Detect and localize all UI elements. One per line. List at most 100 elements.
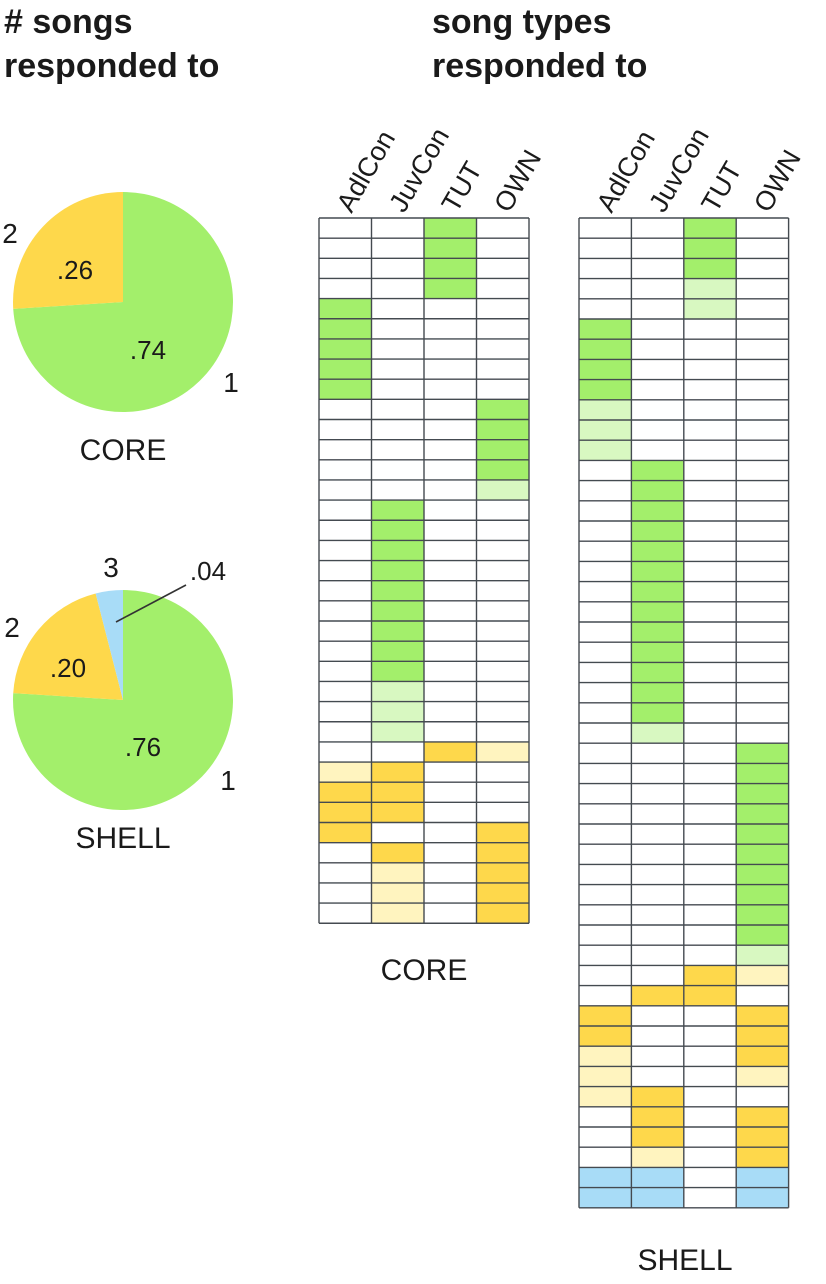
heatmap-shell-cell xyxy=(683,1026,737,1047)
heatmap-shell-cell xyxy=(631,743,684,764)
heatmap-core-cell xyxy=(371,399,424,420)
heatmap-shell-cell xyxy=(579,803,632,824)
pie-shell-category-label-3: 3 xyxy=(103,552,119,583)
heatmap-shell-cell xyxy=(631,1187,684,1208)
heatmap-shell-cell xyxy=(736,218,789,239)
heatmap-shell-cell xyxy=(631,1026,684,1047)
heatmap-core-cell xyxy=(319,701,372,722)
heatmap-core-cell xyxy=(476,862,529,883)
heatmap-core-cell xyxy=(424,822,477,843)
heatmap-shell-cell xyxy=(736,945,789,966)
heatmap-shell-cell xyxy=(683,319,737,340)
heatmap-core-cell xyxy=(424,721,477,742)
heatmap-shell-cell xyxy=(631,521,684,542)
heatmap-core-cell xyxy=(371,258,424,279)
heatmap-shell-cell xyxy=(683,480,737,501)
heatmap-core-cell xyxy=(424,439,477,460)
heatmap-shell-cell xyxy=(683,521,737,542)
heatmap-shell-cell xyxy=(683,561,737,582)
heatmap-shell-cell xyxy=(683,298,737,319)
heatmap-shell-cell xyxy=(579,1026,632,1047)
heatmap-shell-cell xyxy=(683,379,737,400)
heatmap-shell-cell xyxy=(579,723,632,744)
heatmap-core-cell xyxy=(476,238,529,259)
heatmap-shell-cell xyxy=(683,1106,737,1127)
heatmap-core-cell xyxy=(476,500,529,521)
heatmap-core-cell xyxy=(371,701,424,722)
heatmap-core-cell xyxy=(424,580,477,601)
pie-core-value-label-1: .74 xyxy=(130,335,166,365)
heatmap-core-cell xyxy=(319,802,372,823)
heatmap-shell-cell xyxy=(736,1187,789,1208)
heading-song-types-line1: song types xyxy=(432,3,612,41)
heatmap-core-cell xyxy=(371,318,424,339)
heatmap-shell-cell xyxy=(631,1005,684,1026)
heatmap-shell-cell xyxy=(683,844,737,865)
heatmap-shell-cell xyxy=(579,238,632,259)
pie-shell-slice-1 xyxy=(13,589,234,810)
heatmap-shell-cell xyxy=(631,379,684,400)
heatmap-core-cell xyxy=(319,540,372,561)
heatmap-core-cell xyxy=(476,338,529,360)
heatmap-shell-cell xyxy=(683,1167,737,1188)
heatmap-shell-cell xyxy=(579,420,632,441)
heatmap-shell-cell xyxy=(736,561,789,582)
heatmap-shell-cell xyxy=(579,601,632,622)
heatmap-shell-cell xyxy=(683,904,737,925)
heatmap-shell-cell xyxy=(579,440,632,461)
heatmap-core-cell xyxy=(476,459,529,480)
heatmap-shell-cell xyxy=(683,460,737,481)
heatmap-core-cell xyxy=(476,641,529,662)
heatmap-core-cell xyxy=(424,701,477,722)
pie-shell-value-label-3: .04 xyxy=(190,556,226,586)
heatmap-shell-cell xyxy=(736,581,789,602)
heatmap-shell-cell xyxy=(579,1066,632,1087)
heatmap-core-cell xyxy=(319,721,372,742)
heatmap-shell-cell xyxy=(736,460,789,481)
heatmap-shell-cell xyxy=(579,500,632,521)
heatmap-shell-column-label-tut: TUT xyxy=(696,157,748,217)
heatmap-shell-cell xyxy=(631,339,684,360)
heatmap-core-cell xyxy=(476,479,529,501)
heatmap-core-cell xyxy=(371,278,424,299)
heatmap-shell-cell xyxy=(631,783,684,804)
heatmap-core-cell xyxy=(319,278,372,299)
heatmap-shell-cell xyxy=(631,238,684,259)
heatmap-core-cell xyxy=(319,218,372,239)
heatmap-shell-cell xyxy=(579,1086,632,1107)
heatmap-shell-cell xyxy=(579,1005,632,1026)
heatmap-core-cell xyxy=(371,459,424,480)
heatmap-core-cell xyxy=(476,218,529,239)
heatmap-core-cell xyxy=(476,782,529,803)
heatmap-shell-cell xyxy=(736,783,789,804)
heatmap-core-cell xyxy=(476,661,529,682)
heatmap-core-cell xyxy=(371,379,424,400)
heatmap-shell-cell xyxy=(579,985,632,1006)
heatmap-shell-cell xyxy=(579,278,632,299)
heatmap-core-cell xyxy=(371,782,424,803)
heatmap-shell-cell xyxy=(631,440,684,461)
heatmap-shell-cell xyxy=(631,420,684,441)
heatmap-core-cell xyxy=(371,338,424,360)
heatmap-core-cell xyxy=(319,882,372,904)
heatmap-core-cell xyxy=(424,379,477,400)
heatmap-core-cell xyxy=(476,762,529,783)
pie-shell-slice-3 xyxy=(95,590,123,700)
heatmap-core-cell xyxy=(476,882,529,904)
heatmap-shell-cell xyxy=(579,1147,632,1168)
heatmap-shell-cell xyxy=(683,824,737,845)
heatmap-shell-cell xyxy=(631,359,684,380)
heatmap-core-cell xyxy=(371,439,424,460)
heatmap-shell-cell xyxy=(736,682,789,703)
heatmap-core-cell xyxy=(424,218,477,239)
heatmap-core-cell xyxy=(371,540,424,561)
heatmap-shell-cell xyxy=(631,601,684,622)
heatmap-shell-cell xyxy=(736,521,789,542)
heatmap-core-cell xyxy=(319,600,372,621)
heatmap-shell-cell xyxy=(736,319,789,340)
heatmap-shell-cell xyxy=(683,642,737,663)
heatmap-shell-cell xyxy=(736,864,789,885)
pie-shell-value-label-1: .76 xyxy=(125,732,161,762)
heatmap-core-cell xyxy=(476,419,529,440)
